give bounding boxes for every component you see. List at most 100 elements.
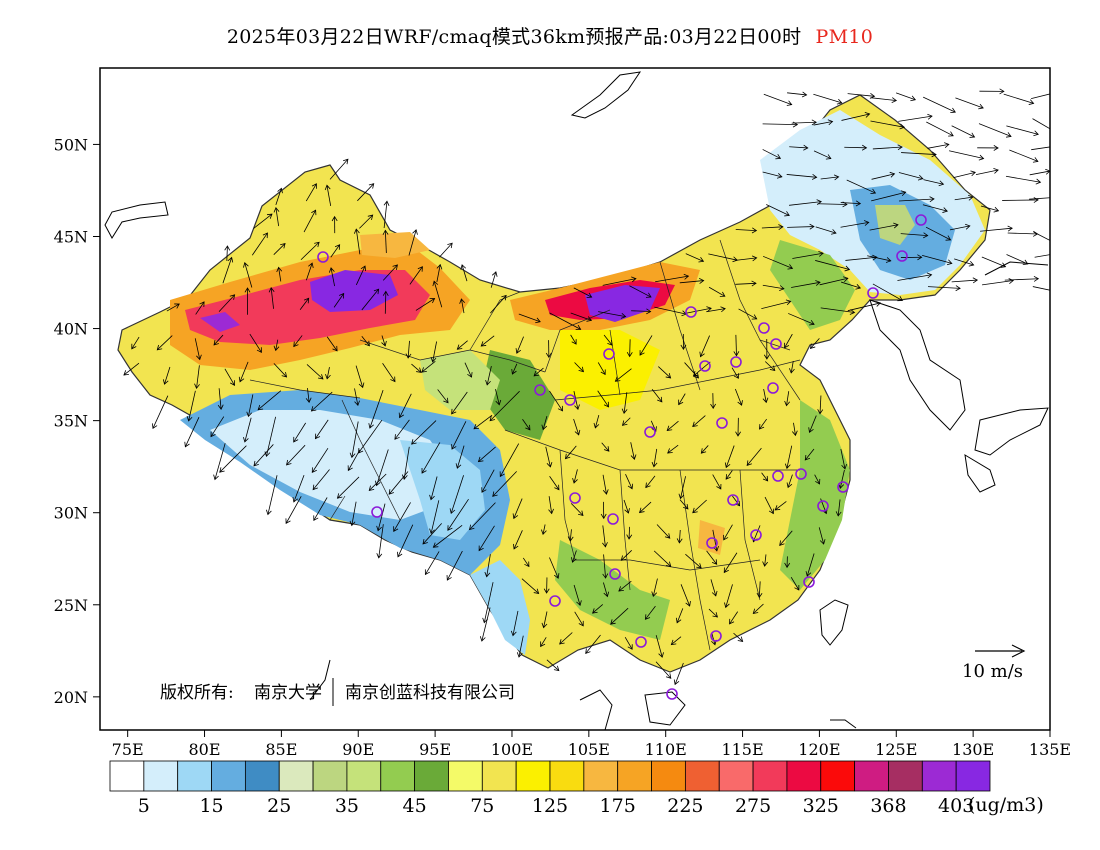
wind-arrow <box>922 204 948 212</box>
wind-arrow <box>376 449 389 486</box>
wind-arrow <box>433 281 443 308</box>
wind-arrowhead <box>805 571 812 577</box>
wind-arrowhead <box>515 348 522 354</box>
wind-arrow <box>513 530 523 550</box>
wind-arrow <box>305 183 317 202</box>
latitude-axis: 50N 45N 40N 35N 30N 25N 20N <box>54 135 100 707</box>
wind-arrow <box>762 149 781 159</box>
wind-arrowhead <box>592 608 598 614</box>
wind-arrow <box>840 448 846 469</box>
wind-arrowhead <box>809 320 815 326</box>
wind-arrowhead <box>533 371 540 377</box>
wind-arrow <box>738 308 757 320</box>
wind-arrowhead <box>620 555 627 561</box>
wind-arrowhead <box>1062 290 1067 295</box>
wind-arrowhead <box>574 404 580 411</box>
wind-arrow <box>499 443 520 477</box>
copyright-org1: 南京大学 <box>254 683 322 703</box>
wind-arrowhead <box>358 382 365 389</box>
wind-arrowhead <box>779 540 785 546</box>
wind-arrowhead <box>559 639 565 645</box>
wind-arrowhead <box>809 343 816 350</box>
wind-arrow <box>762 284 784 290</box>
wind-arrowhead <box>626 534 633 540</box>
wind-arrowhead <box>311 183 317 189</box>
wind-arrow <box>1004 278 1039 281</box>
wind-arrow <box>456 445 465 469</box>
wind-arrowhead <box>553 573 560 579</box>
legend-label: 368 <box>870 795 906 817</box>
wind-arrowhead <box>485 380 491 386</box>
wind-arrow <box>623 392 628 414</box>
wind-arrowhead <box>256 347 262 353</box>
wind-arrowhead <box>398 412 405 419</box>
wind-arrowhead <box>786 100 793 106</box>
wind-arrow <box>872 146 903 150</box>
wind-arrow <box>542 416 548 430</box>
wind-arrow <box>226 246 228 261</box>
wind-arrowhead <box>942 207 948 213</box>
wind-arrowhead <box>600 513 607 520</box>
legend-swatch <box>109 760 145 792</box>
wind-arrow <box>763 388 767 403</box>
wind-arrow <box>654 306 687 315</box>
wind-arrowhead <box>575 324 582 331</box>
wind-arrowhead <box>621 408 628 415</box>
wind-arrowhead <box>512 513 519 520</box>
wind-arrow <box>384 291 387 314</box>
wind-arrow <box>820 307 855 313</box>
wind-arrowhead <box>639 350 645 356</box>
wind-arrowhead <box>1049 91 1050 92</box>
wind-arrow <box>257 390 282 411</box>
wind-arrow <box>678 529 681 543</box>
wind-arrow <box>922 254 952 264</box>
wind-arrowhead <box>779 285 785 291</box>
wind-arrow <box>980 205 999 212</box>
wind-arrow <box>813 150 832 159</box>
wind-arrowhead <box>1035 178 1042 185</box>
wind-arrowhead <box>678 493 685 500</box>
wind-arrow <box>522 557 530 567</box>
wind-arrow <box>1007 232 1038 235</box>
wind-arrow <box>285 496 302 524</box>
wind-arrowhead <box>308 262 314 269</box>
wind-arrowhead <box>968 260 975 267</box>
wind-arrowhead <box>602 542 608 548</box>
title-text: 2025年03月22日WRF/cmaq模式36km预报产品:03月22日00时 <box>226 26 802 48</box>
wind-arrow <box>949 225 970 231</box>
wind-arrowhead <box>762 397 769 404</box>
wind-arrow <box>305 262 313 281</box>
wind-arrow <box>156 335 173 351</box>
map-title: 2025年03月22日WRF/cmaq模式36km预报产品:03月22日00时 P… <box>0 22 1100 49</box>
wind-arrow <box>275 339 279 351</box>
wind-arrow <box>358 419 383 454</box>
wind-arrowhead <box>174 303 180 309</box>
wind-arrowhead <box>827 119 834 126</box>
wind-arrow <box>355 365 364 388</box>
wind-arrow <box>951 125 975 138</box>
wind-arrow <box>601 442 610 452</box>
lon-tick-label: 80E <box>189 740 221 759</box>
wind-arrow <box>655 275 689 283</box>
wind-arrow <box>542 524 546 535</box>
wind-arrow <box>518 313 541 323</box>
wind-arrow <box>359 214 373 229</box>
wind-arrowhead <box>417 266 423 272</box>
wind-arrow <box>486 554 491 577</box>
wind-arrow <box>378 524 384 558</box>
wind-arrowhead <box>390 376 396 383</box>
city-marker <box>609 568 621 580</box>
wind-arrow <box>658 366 671 379</box>
wind-arrowhead <box>421 468 427 474</box>
wind-arrowhead <box>516 652 523 658</box>
wind-arrow <box>810 338 820 349</box>
field-yellow-central <box>560 330 660 410</box>
wind-arrowhead <box>700 448 707 454</box>
wind-arrow <box>222 257 233 284</box>
wind-arrow <box>184 417 200 447</box>
wind-arrowhead <box>784 463 791 470</box>
wind-arrow <box>451 421 467 450</box>
wind-arrow <box>923 179 944 185</box>
wind-arrow <box>549 390 563 412</box>
wind-arrow <box>725 470 733 480</box>
